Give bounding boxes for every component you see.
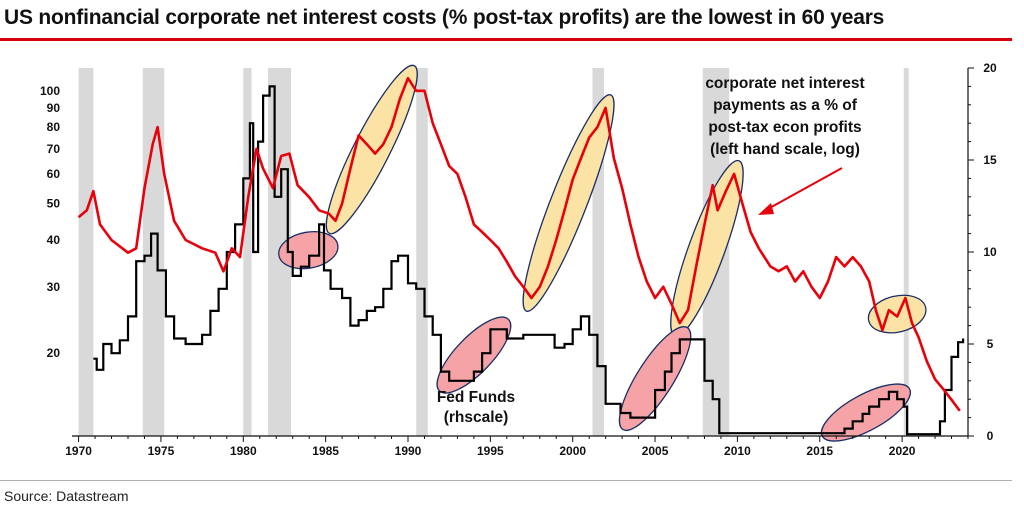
left-tick-label: 40 xyxy=(47,233,61,247)
left-tick-label: 80 xyxy=(47,120,61,134)
recession-band xyxy=(592,68,604,436)
right-tick-label: 15 xyxy=(983,153,997,167)
x-tick-label: 2010 xyxy=(724,444,751,458)
chart-area: 1970 1975 1980 1985 1990 1995 2000 2005 2010 2015… xyxy=(40,61,997,458)
x-tick-label: 1980 xyxy=(230,444,257,458)
red-series-annotation: corporate net interest xyxy=(705,75,864,92)
x-tick-label: 1990 xyxy=(395,444,422,458)
x-tick-label: 2000 xyxy=(559,444,586,458)
left-tick-label: 100 xyxy=(40,84,60,98)
net-interest-line xyxy=(77,76,961,412)
red-series-annotation: post-tax econ profits xyxy=(708,119,861,136)
x-tick-label: 1975 xyxy=(148,444,175,458)
recession-band xyxy=(142,68,165,436)
annotations: corporate net interest payments as a % of… xyxy=(437,75,865,426)
x-tick-label: 2005 xyxy=(642,444,669,458)
x-tick-label: 2015 xyxy=(806,444,833,458)
annotation-arrowhead xyxy=(758,203,774,215)
annotation-arrow xyxy=(765,167,843,211)
left-tick-label: 90 xyxy=(47,101,61,115)
right-tick-label: 5 xyxy=(987,337,994,351)
left-tick-label: 70 xyxy=(47,142,61,156)
right-tick-label: 10 xyxy=(983,245,997,259)
red-series-annotation: (left hand scale, log) xyxy=(710,141,860,158)
x-tick-label: 1995 xyxy=(477,444,504,458)
recession-band xyxy=(78,68,94,436)
source-note: Source: Datastream xyxy=(4,488,129,504)
footer-divider xyxy=(0,480,1012,481)
rising-rates-ellipse xyxy=(618,326,692,432)
x-tick-label: 1970 xyxy=(65,444,92,458)
right-tick-label: 0 xyxy=(987,429,994,443)
fed-funds-annotation: (rhscale) xyxy=(444,409,509,426)
highlight-ellipses xyxy=(278,64,927,442)
left-tick-label: 50 xyxy=(47,197,61,211)
recession-band xyxy=(903,68,909,436)
left-tick-label: 60 xyxy=(47,167,61,181)
recession-band xyxy=(416,68,428,436)
x-tick-label: 1985 xyxy=(312,444,339,458)
red-series-annotation: payments as a % of xyxy=(713,97,858,114)
fed-funds-line xyxy=(93,85,965,436)
chart-title: US nonfinancial corporate net interest c… xyxy=(4,6,885,29)
rising-rates-ellipse xyxy=(436,316,512,394)
x-tick-label: 2020 xyxy=(889,444,916,458)
title-underline xyxy=(0,38,1012,41)
axes: 1970 1975 1980 1985 1990 1995 2000 2005 2010 2015… xyxy=(40,61,997,458)
left-tick-label: 20 xyxy=(47,346,61,360)
fed-funds-annotation: Fed Funds xyxy=(437,389,515,406)
rising-interest-ellipse xyxy=(522,94,615,312)
series-lines xyxy=(77,76,965,436)
recession-band xyxy=(243,68,252,436)
right-tick-label: 20 xyxy=(983,61,997,75)
left-tick-label: 30 xyxy=(47,280,61,294)
